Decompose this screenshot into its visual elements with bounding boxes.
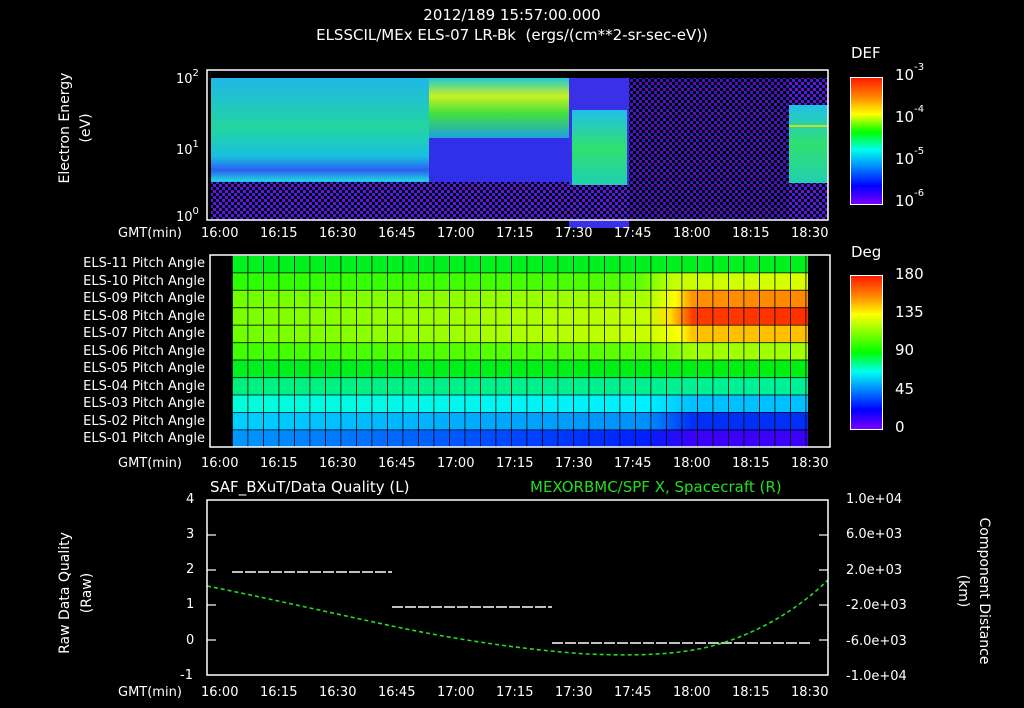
spectrogram-ytick-1: 100 bbox=[176, 206, 199, 225]
spectrogram-ytick-100: 102 bbox=[176, 68, 199, 87]
line-xlabel: GMT(min) bbox=[118, 685, 182, 700]
pitch-row-label: ELS-02 Pitch Angle bbox=[83, 413, 205, 429]
line-right-ytick: 6.0e+03 bbox=[846, 527, 903, 542]
spectrogram-plot bbox=[206, 69, 829, 228]
line-right-ytick: 1.0e+04 bbox=[846, 492, 903, 507]
deg-colorbar-title: Deg bbox=[851, 243, 882, 261]
pitch-row-label: ELS-03 Pitch Angle bbox=[83, 396, 205, 411]
line-left-ytick: 0 bbox=[186, 633, 195, 648]
line-left-title: SAF_BXuT/Data Quality (L) bbox=[210, 478, 410, 496]
line-left-ytick: -1 bbox=[180, 668, 193, 683]
pitch-row-label: ELS-11 Pitch Angle bbox=[83, 256, 205, 271]
plot-timestamp: 2012/189 15:57:00.000 bbox=[423, 6, 601, 24]
line-right-ylabel-unit: (km) bbox=[955, 574, 971, 608]
def-colorbar-title: DEF bbox=[851, 44, 881, 62]
deg-tick: 90 bbox=[895, 341, 915, 359]
line-left-ylabel: Raw Data Quality bbox=[57, 532, 73, 654]
spectrogram-xticks: 16:00 16:15 16:30 16:45 17:00 17:15 17:3… bbox=[201, 226, 829, 241]
pitch-xlabel: GMT(min) bbox=[118, 456, 182, 471]
spectrogram-xlabel: GMT(min) bbox=[118, 226, 182, 241]
def-tick-1e-3: 10-3 bbox=[895, 62, 925, 84]
def-tick-1e-5: 10-5 bbox=[895, 146, 925, 168]
line-right-ylabel: Component Distance bbox=[976, 517, 992, 665]
pitch-row-label: ELS-10 Pitch Angle bbox=[83, 273, 205, 289]
pitch-row-label: ELS-01 Pitch Angle bbox=[83, 431, 205, 446]
pitch-row-label: ELS-06 Pitch Angle bbox=[83, 343, 205, 359]
line-left-ytick: 3 bbox=[186, 527, 195, 542]
pitch-row-label: ELS-08 Pitch Angle bbox=[83, 308, 205, 324]
line-right-ytick: -1.0e+04 bbox=[846, 669, 907, 684]
deg-colorbar bbox=[850, 275, 883, 430]
pitch-row-label: ELS-05 Pitch Angle bbox=[83, 361, 205, 376]
def-colorbar bbox=[850, 77, 883, 205]
spectrogram-ytick-10: 101 bbox=[176, 139, 199, 158]
line-plot bbox=[206, 499, 829, 676]
def-tick-1e-6: 10-6 bbox=[895, 188, 925, 210]
line-left-ytick: 1 bbox=[186, 597, 195, 612]
plot-title: ELSSCIL/MEx ELS-07 LR-Bk (ergs/(cm**2-sr… bbox=[316, 26, 708, 44]
line-right-ytick: -6.0e+03 bbox=[846, 634, 907, 649]
spectrogram-ylabel: Electron Energy (eV) bbox=[57, 72, 94, 184]
deg-tick: 0 bbox=[895, 418, 905, 436]
line-xticks: 16:00 16:15 16:30 16:45 17:00 17:15 17:3… bbox=[201, 685, 829, 700]
pitch-row-label: ELS-04 Pitch Angle bbox=[83, 378, 205, 394]
deg-tick: 180 bbox=[895, 265, 924, 283]
line-left-ytick: 2 bbox=[186, 562, 195, 577]
line-left-ylabel-unit: (Raw) bbox=[79, 572, 95, 614]
line-right-ytick: 2.0e+03 bbox=[846, 563, 903, 578]
def-tick-1e-4: 10-4 bbox=[895, 104, 925, 126]
line-right-title: MEXORBMC/SPF X, Spacecraft (R) bbox=[530, 478, 782, 496]
pitch-angle-plot bbox=[209, 254, 831, 448]
line-right-ytick: -2.0e+03 bbox=[846, 598, 907, 613]
deg-tick: 45 bbox=[895, 380, 915, 398]
pitch-row-label: ELS-07 Pitch Angle bbox=[83, 326, 205, 341]
pitch-row-label: ELS-09 Pitch Angle bbox=[83, 291, 205, 306]
line-left-ytick: 4 bbox=[186, 492, 195, 507]
pitch-xticks: 16:00 16:15 16:30 16:45 17:00 17:15 17:3… bbox=[201, 456, 829, 471]
deg-tick: 135 bbox=[895, 303, 924, 321]
